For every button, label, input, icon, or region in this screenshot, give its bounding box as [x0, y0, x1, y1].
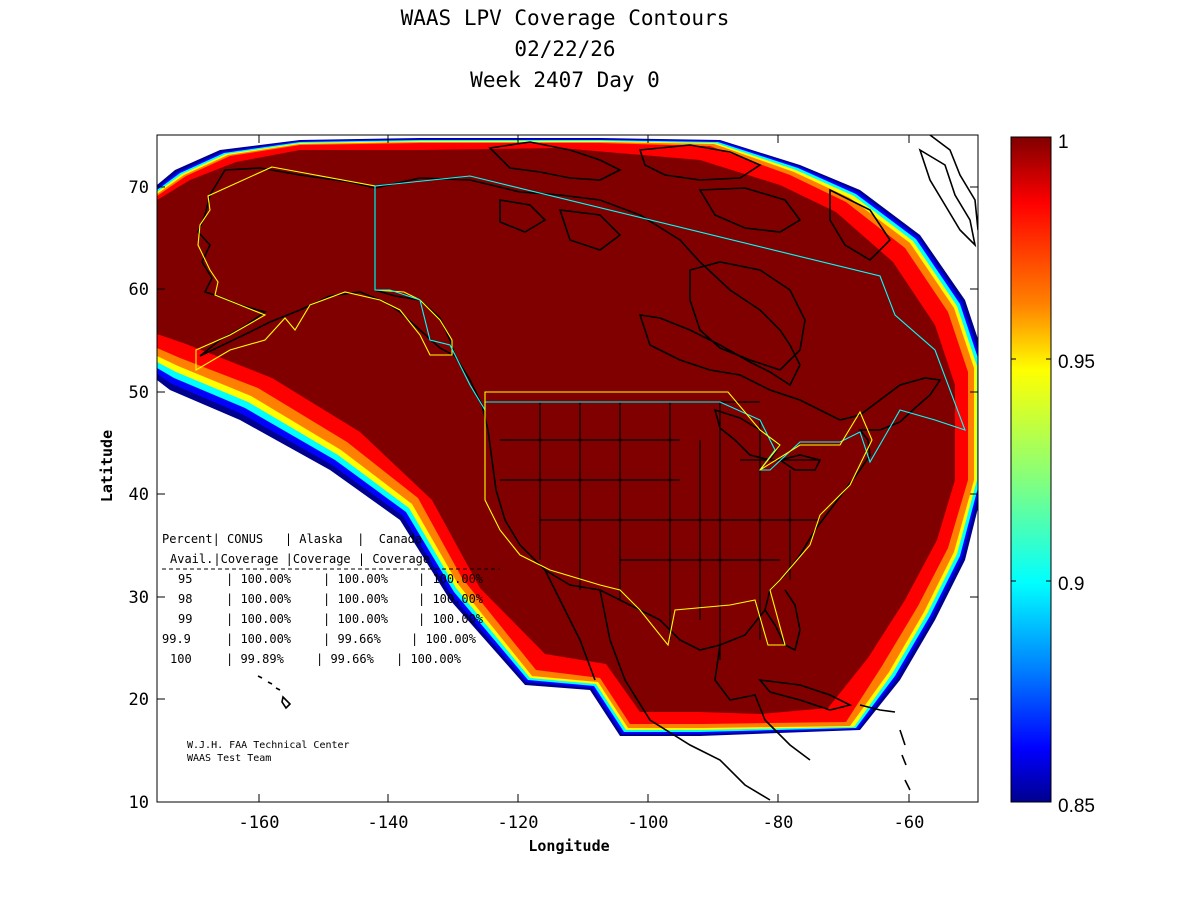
xtick-label: -120: [498, 813, 539, 833]
ytick-label: 50: [129, 383, 149, 403]
table-row: 100 | 99.89% | 99.66% | 100.00%: [170, 652, 462, 666]
canada-service-outline: [374, 175, 966, 471]
colorbar-tick-label: 1: [1058, 132, 1069, 153]
table-row: 99 | 100.00% | 100.00% | 100.00%: [178, 612, 484, 626]
ytick-label: 40: [129, 485, 149, 505]
table-header-row-1: Percent| CONUS | Alaska | Canada: [162, 532, 422, 546]
coverage-table: Percent| CONUS | Alaska | Canada Avail.|…: [162, 532, 500, 666]
tick-marks: [157, 135, 978, 802]
xtick-label: -140: [368, 813, 409, 833]
ytick-label: 30: [129, 588, 149, 608]
table-row: 98 | 100.00% | 100.00% | 100.00%: [178, 592, 484, 606]
colorbar-tick-label: 0.95: [1058, 352, 1095, 373]
coverage-band-max: [157, 148, 955, 714]
title-line-2: 02/22/26: [514, 37, 616, 61]
ytick-label: 70: [129, 178, 149, 198]
ytick-label: 10: [129, 793, 149, 813]
coverage-contours: [157, 138, 978, 736]
title-line-3: Week 2407 Day 0: [470, 68, 660, 92]
ytick-label: 60: [129, 280, 149, 300]
colorbar-tick-label: 0.9: [1058, 574, 1084, 595]
conus-service-outline: [484, 391, 873, 647]
ytick-label: 20: [129, 690, 149, 710]
xtick-label: -80: [763, 813, 794, 833]
credit-line-2: WAAS Test Team: [187, 753, 271, 764]
credit-line-1: W.J.H. FAA Technical Center: [187, 740, 350, 751]
region-outlines: [195, 166, 966, 647]
y-axis-label: Latitude: [98, 430, 116, 502]
title-line-1: WAAS LPV Coverage Contours: [400, 6, 730, 30]
coastlines: [197, 135, 978, 801]
xtick-label: -160: [239, 813, 280, 833]
xtick-label: -100: [628, 813, 669, 833]
xtick-label: -60: [894, 813, 925, 833]
x-axis-label: Longitude: [528, 837, 609, 855]
table-row: 95 | 100.00% | 100.00% | 100.00%: [178, 572, 484, 586]
colorbar: [1010, 136, 1052, 803]
plot-frame: [156, 134, 979, 803]
table-header-row-2: Avail.|Coverage |Coverage | Coverage: [170, 552, 430, 566]
alaska-service-outline: [195, 166, 453, 371]
colorbar-tick-label: 0.85: [1058, 796, 1095, 817]
table-row: 99.9 | 100.00% | 99.66% | 100.00%: [162, 632, 477, 646]
